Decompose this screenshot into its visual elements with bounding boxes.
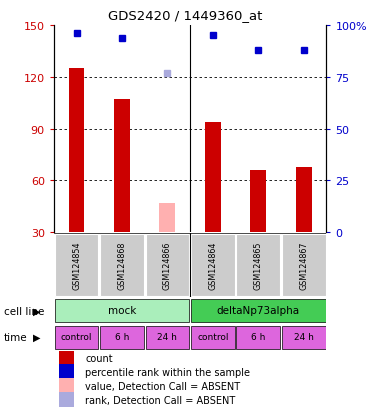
Text: 6 h: 6 h xyxy=(251,332,266,342)
Bar xyxy=(250,171,266,233)
Text: count: count xyxy=(85,353,113,363)
Bar xyxy=(59,350,74,366)
Bar xyxy=(69,69,85,233)
Text: GSM124854: GSM124854 xyxy=(72,241,81,290)
Bar xyxy=(160,203,175,233)
Text: control: control xyxy=(61,332,92,342)
Text: ▶: ▶ xyxy=(33,332,41,342)
Bar xyxy=(55,299,189,323)
Text: GSM124868: GSM124868 xyxy=(118,241,127,290)
Bar xyxy=(55,234,98,297)
Text: ▶: ▶ xyxy=(33,306,41,316)
Text: GSM124865: GSM124865 xyxy=(254,241,263,290)
Bar xyxy=(145,234,189,297)
Bar xyxy=(236,326,280,349)
Bar xyxy=(282,234,326,297)
Bar xyxy=(100,234,144,297)
Text: percentile rank within the sample: percentile rank within the sample xyxy=(85,367,250,377)
Bar xyxy=(114,100,130,233)
Bar xyxy=(191,234,235,297)
Bar xyxy=(59,392,74,408)
Bar xyxy=(59,378,74,394)
Bar xyxy=(100,326,144,349)
Text: time: time xyxy=(4,332,27,342)
Bar xyxy=(145,326,189,349)
Text: mock: mock xyxy=(108,306,136,316)
Bar xyxy=(191,326,235,349)
Text: GSM124864: GSM124864 xyxy=(209,241,217,290)
Text: 24 h: 24 h xyxy=(157,332,177,342)
Bar xyxy=(236,234,280,297)
Bar xyxy=(191,299,326,323)
Text: cell line: cell line xyxy=(4,306,44,316)
Text: rank, Detection Call = ABSENT: rank, Detection Call = ABSENT xyxy=(85,395,236,405)
Text: deltaNp73alpha: deltaNp73alpha xyxy=(217,306,300,316)
Bar xyxy=(205,122,221,233)
Text: control: control xyxy=(197,332,229,342)
Bar xyxy=(282,326,326,349)
Text: 6 h: 6 h xyxy=(115,332,129,342)
Bar xyxy=(296,167,312,233)
Text: GSM124866: GSM124866 xyxy=(163,241,172,290)
Text: GSM124867: GSM124867 xyxy=(299,241,308,290)
Bar xyxy=(55,326,98,349)
Text: 24 h: 24 h xyxy=(294,332,314,342)
Bar xyxy=(59,364,74,380)
Text: value, Detection Call = ABSENT: value, Detection Call = ABSENT xyxy=(85,381,240,391)
Text: GDS2420 / 1449360_at: GDS2420 / 1449360_at xyxy=(108,9,263,22)
